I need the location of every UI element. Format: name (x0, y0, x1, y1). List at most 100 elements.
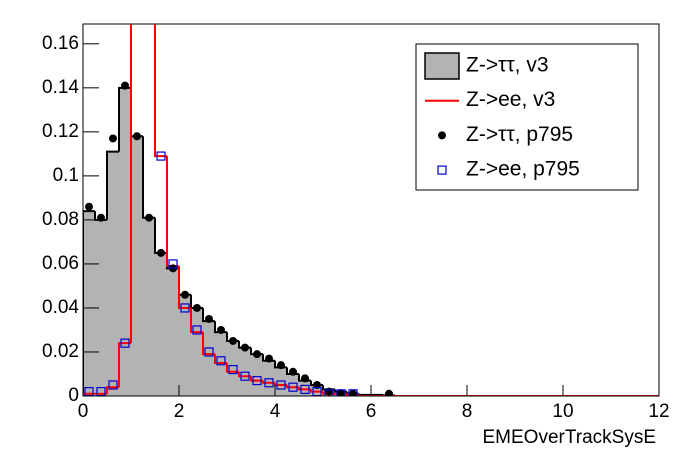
histogram-step (166, 156, 179, 268)
histogram-step (214, 354, 227, 364)
data-point (325, 387, 333, 396)
plot-area (83, 24, 659, 396)
y-tick-label: 0.1 (53, 165, 79, 186)
data-point (108, 380, 118, 390)
histogram-bar (107, 151, 119, 396)
histogram-bar (155, 252, 167, 396)
histogram-bar (203, 321, 215, 396)
histogram-outline (106, 150, 119, 220)
histogram-step (226, 362, 239, 373)
histogram-step (250, 376, 263, 382)
histogram-step (178, 266, 191, 309)
y-tick-label: 0.14 (42, 77, 79, 98)
x-tick-label: 6 (366, 401, 377, 422)
histogram-step (83, 392, 95, 396)
axes: 0 2 4 6 8 10 12 0 0.02 0.04 0.06 0.08 0.1 0.12 0.14 0.1… (42, 33, 670, 422)
histogram-bar (143, 217, 155, 396)
legend-symbol (438, 131, 446, 140)
x-tick-label: 10 (552, 401, 573, 422)
histogram-bar (131, 136, 143, 396)
histogram-bar (167, 268, 179, 396)
histogram-step (274, 382, 287, 386)
data-point (313, 380, 321, 389)
histogram-step (286, 384, 299, 389)
histogram-outline (130, 87, 143, 138)
histogram-step (262, 380, 275, 384)
histogram-step (118, 342, 131, 388)
histogram-bar (215, 332, 227, 396)
histogram-outline (83, 210, 95, 396)
y-tick-label: 0.08 (42, 209, 79, 230)
legend-label: Z->ττ, v3 (466, 54, 549, 77)
data-point (180, 303, 190, 313)
data-point (301, 374, 309, 383)
x-tick-label: 4 (270, 401, 281, 422)
legend-entries: Z->ττ, v3 Z->ee, v3 Z->ττ, p795 Z->ee, p795 (424, 52, 580, 181)
legend-label: Z->ee, v3 (466, 88, 555, 111)
data-point (324, 389, 334, 396)
data-point (241, 343, 249, 352)
data-point (193, 303, 201, 312)
data-point (276, 380, 286, 390)
histogram-bar (227, 340, 239, 396)
x-tick-label: 12 (648, 401, 669, 422)
data-point (300, 384, 310, 394)
data-point (217, 325, 225, 334)
data-point (204, 347, 214, 357)
data-point (216, 356, 226, 366)
x-axis-label: EMEOverTrackSysE (483, 427, 657, 448)
data-point (252, 375, 262, 386)
histogram-bar (251, 354, 263, 396)
histogram-step (106, 386, 119, 394)
x-tick-label: 2 (174, 401, 185, 422)
data-point (97, 213, 105, 222)
histogram-step (190, 307, 203, 334)
data-point (205, 314, 213, 323)
data-point (288, 382, 298, 392)
data-point (168, 259, 178, 269)
histogram-step (202, 332, 215, 356)
legend-label: Z->ee, p795 (466, 158, 580, 181)
data-point (289, 367, 297, 376)
data-point (264, 378, 274, 388)
histogram-step (154, 24, 167, 158)
histogram-step (238, 371, 251, 378)
data-point (229, 336, 237, 345)
histogram-bar (191, 307, 203, 396)
y-tick-label: 0.04 (42, 297, 79, 318)
data-point (253, 350, 261, 359)
data-point (157, 248, 165, 257)
data-point (385, 389, 393, 396)
histogram-step (298, 387, 311, 391)
legend-symbol (424, 52, 460, 80)
histogram-bar (287, 373, 299, 396)
data-point (337, 389, 345, 396)
data-point (265, 354, 273, 363)
data-point (156, 151, 166, 161)
x-tick-label: 8 (462, 401, 473, 422)
x-tick-label: 0 (78, 401, 89, 422)
histogram-outline (358, 393, 371, 396)
histogram-outline (142, 136, 155, 219)
y-tick-label: 0 (68, 385, 79, 406)
data-point (277, 361, 285, 370)
histogram-bar (83, 211, 95, 396)
data-point (336, 389, 346, 396)
histogram-step (310, 389, 323, 393)
histogram-bar (299, 380, 311, 396)
legend-label: Z->ττ, p795 (466, 123, 573, 146)
histogram-step (130, 24, 132, 344)
y-tick-label: 0.16 (42, 33, 79, 54)
data-point (85, 202, 93, 211)
histogram-bar (311, 384, 323, 396)
histogram-outline (154, 217, 167, 254)
data-point (121, 81, 129, 90)
histogram-step (358, 394, 371, 396)
y-tick-label: 0.02 (42, 341, 79, 362)
data-point (145, 213, 153, 222)
y-tick-label: 0.12 (42, 121, 79, 142)
data-point (181, 290, 189, 299)
histogram-bar (179, 294, 191, 396)
data-point (120, 338, 130, 348)
